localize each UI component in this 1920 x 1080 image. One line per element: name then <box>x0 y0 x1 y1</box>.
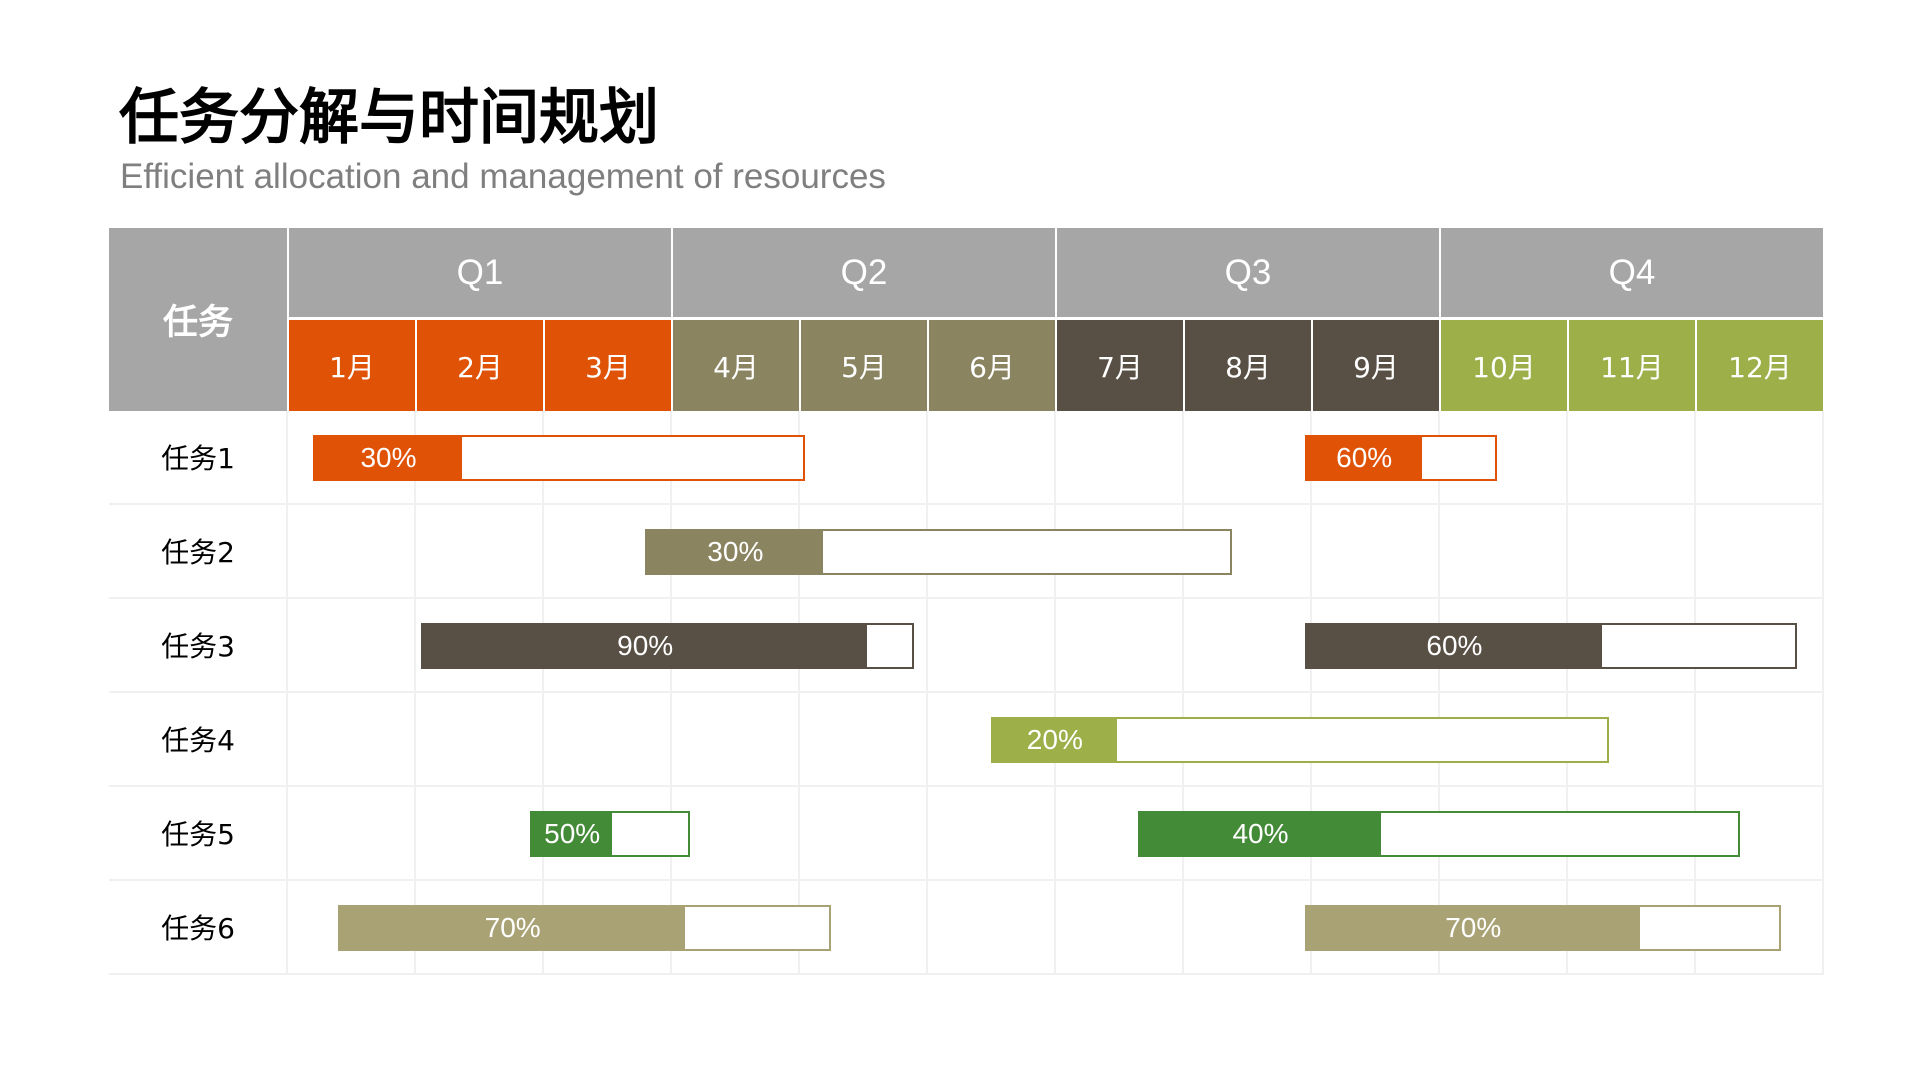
page-title: 任务分解与时间规划 <box>119 83 659 153</box>
task-bar-progress <box>1306 907 1640 949</box>
task-label: 任务4 <box>161 724 235 757</box>
task-label: 任务1 <box>161 442 235 475</box>
header-quarter-q4: Q4 <box>1439 228 1823 319</box>
task-bar-progress <box>314 437 463 479</box>
task-row: 任务6 <box>109 881 1824 975</box>
gantt-chart: 任务 Q1 Q2 Q3 Q4 1月 2月 3月 4月 5月 6月 7月 8月 9月 10月 11月 12月任务… <box>109 228 1824 975</box>
task-row: 任务4 <box>109 693 1824 787</box>
header-quarter-q1: Q1 <box>287 228 671 319</box>
task-bar-progress <box>423 625 867 667</box>
header-quarter-q3: Q3 <box>1055 228 1439 319</box>
task-bar-label: 20% <box>1026 724 1083 755</box>
task-row: 任务2 <box>109 505 1824 599</box>
task-bar-progress <box>340 907 686 949</box>
task-bar-progress <box>1306 437 1422 479</box>
header-month-3: 3月 <box>543 320 671 411</box>
task-bar-progress <box>1306 625 1603 667</box>
task-bar-label: 90% <box>617 630 674 661</box>
task-bar-label: 70% <box>484 912 541 943</box>
task-bar[interactable]: 70% <box>338 905 831 951</box>
task-bar-label: 30% <box>707 536 764 567</box>
header-month-9: 9月 <box>1311 320 1439 411</box>
task-bar-label: 40% <box>1232 818 1289 849</box>
header-month-12: 12月 <box>1695 320 1823 411</box>
task-row: 任务5 <box>109 787 1824 881</box>
task-label: 任务6 <box>161 912 235 945</box>
task-label: 任务2 <box>161 536 235 569</box>
task-label: 任务3 <box>161 630 235 663</box>
task-bar[interactable]: 30% <box>645 529 1232 575</box>
task-bar-progress <box>1140 813 1381 855</box>
header-month-1: 1月 <box>287 320 415 411</box>
task-bar[interactable]: 60% <box>1304 435 1497 481</box>
task-bar[interactable]: 50% <box>530 811 691 857</box>
task-bar-label: 50% <box>544 818 601 849</box>
task-bar-label: 60% <box>1336 442 1393 473</box>
task-bar[interactable]: 60% <box>1304 623 1798 669</box>
task-bar[interactable]: 30% <box>312 435 806 481</box>
header-month-4: 4月 <box>671 320 799 411</box>
task-bar[interactable]: 90% <box>421 623 915 669</box>
task-bar[interactable]: 20% <box>991 717 1610 763</box>
header-month-8: 8月 <box>1183 320 1311 411</box>
task-bar-progress <box>647 531 824 573</box>
header-quarter-q2: Q2 <box>671 228 1055 319</box>
header-month-6: 6月 <box>927 320 1055 411</box>
header-month-10: 10月 <box>1439 320 1567 411</box>
task-row: 任务1 <box>109 411 1824 505</box>
task-bar-label: 30% <box>360 442 417 473</box>
header-month-11: 11月 <box>1567 320 1695 411</box>
task-bar[interactable]: 70% <box>1304 905 1781 951</box>
header-month-5: 5月 <box>799 320 927 411</box>
task-label: 任务5 <box>161 818 235 851</box>
task-bar-progress <box>993 719 1117 761</box>
header-month-7: 7月 <box>1055 320 1183 411</box>
task-row: 任务3 <box>109 599 1824 693</box>
task-bar-label: 60% <box>1426 630 1483 661</box>
task-bar-label: 70% <box>1445 912 1502 943</box>
task-bar-progress <box>532 813 613 855</box>
task-bar[interactable]: 40% <box>1138 811 1740 857</box>
page-subtitle: Efficient allocation and management of r… <box>120 157 886 196</box>
header-task-label: 任务 <box>109 228 287 411</box>
header-month-2: 2月 <box>415 320 543 411</box>
